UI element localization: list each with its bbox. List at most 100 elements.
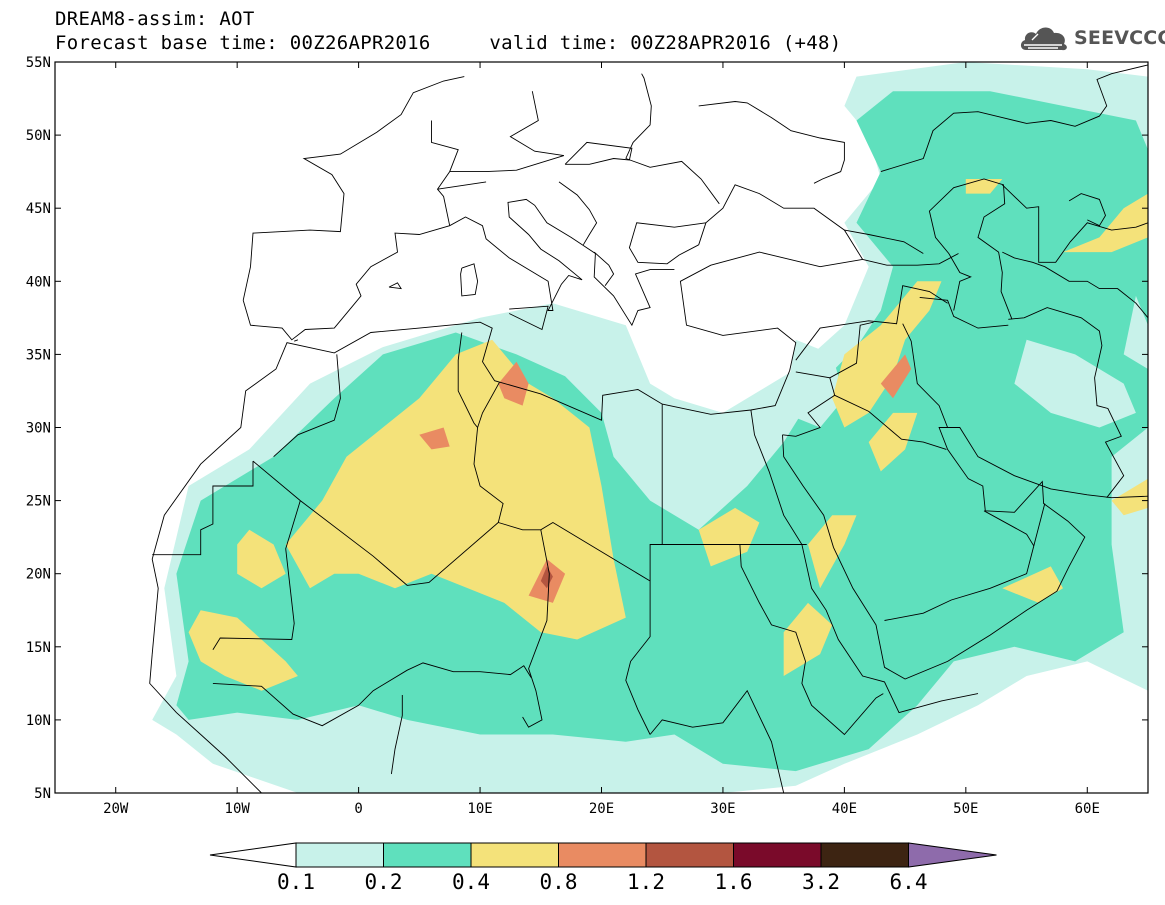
aot-field: [152, 62, 1148, 793]
logo-text: SEEVCCC: [1074, 27, 1165, 49]
border-line: [212, 500, 301, 650]
colorbar-swatch: [820, 842, 909, 868]
colorbar-swatch: [645, 842, 734, 868]
border-line: [649, 404, 663, 581]
colorbar-swatch: [733, 842, 822, 868]
border-line: [273, 354, 341, 458]
border-line: [844, 229, 924, 254]
border-line: [628, 222, 706, 265]
colorbar-swatch: [470, 842, 559, 868]
border-line: [750, 409, 979, 714]
border-line: [625, 158, 720, 205]
border-line: [625, 73, 652, 159]
border-line: [558, 181, 598, 246]
border-line: [431, 120, 459, 226]
aot-region-level-3: [1002, 566, 1063, 603]
aot-region-level-4: [880, 354, 912, 399]
aot-region-level-4: [498, 361, 529, 406]
colorbar-swatch: [295, 842, 384, 868]
border-line: [477, 381, 500, 428]
border-line: [1008, 307, 1125, 498]
border-line: [564, 141, 633, 165]
map-title: DREAM8-assim: AOT: [55, 8, 255, 30]
border-line: [880, 64, 1148, 173]
colorbar-level-label: 1.2: [627, 870, 665, 894]
colorbar-swatch: [383, 842, 472, 868]
border-line: [1002, 251, 1148, 319]
border-line: [152, 461, 254, 556]
border-line: [593, 251, 615, 286]
aot-region-level-3: [783, 602, 833, 676]
y-tick-label: 5N: [34, 786, 51, 802]
border-line: [388, 282, 402, 290]
colorbar-swatch: [558, 842, 647, 868]
border-line: [862, 253, 959, 266]
border-line: [390, 695, 403, 775]
border-line: [739, 544, 884, 736]
forecast-time-subtitle: Forecast base time: 00Z26APR2016 valid t…: [55, 32, 842, 54]
aot-region-level-1: [1123, 295, 1148, 369]
colorbar-low-arrow: [209, 842, 297, 868]
border-line: [649, 689, 785, 793]
colorbar-level-label: 1.6: [715, 870, 753, 894]
aot-region-level-3: [965, 179, 1003, 194]
border-line: [242, 76, 465, 301]
y-tick-label: 20N: [26, 567, 51, 583]
border-line: [884, 510, 1035, 621]
aot-region-level-3: [698, 507, 760, 567]
country-borders: [149, 64, 1148, 793]
border-line: [1033, 503, 1046, 547]
border-line: [928, 178, 1013, 320]
x-tick-label: 40E: [832, 801, 857, 817]
y-tick-label: 35N: [26, 347, 51, 363]
x-tick-label: 50E: [953, 801, 978, 817]
border-line: [902, 323, 949, 428]
border-line: [212, 662, 532, 727]
x-tick-label: 20E: [589, 801, 614, 817]
axis-ticks: 20W 10W 0 10E 20E 30E 40E 50E 60E 55N 50N 45N 40N 35N…: [26, 55, 1148, 817]
border-line: [509, 305, 549, 331]
border-line: [522, 529, 550, 728]
y-tick-label: 40N: [26, 274, 51, 290]
border-line: [829, 321, 874, 379]
aot-region-level-3: [832, 281, 942, 428]
x-tick-label: 10W: [225, 801, 251, 817]
cloud-icon: [1020, 27, 1067, 51]
colorbar: 0.1 0.2 0.4 0.8 1.2 1.6 3.2 6.4: [209, 842, 997, 894]
border-line: [149, 654, 298, 793]
y-tick-label: 25N: [26, 494, 51, 510]
y-tick-label: 55N: [26, 55, 51, 71]
colorbar-level-label: 0.8: [540, 870, 578, 894]
y-tick-label: 10N: [26, 713, 51, 729]
border-line: [782, 427, 1148, 680]
aot-region-level-1: [1014, 339, 1136, 428]
border-line: [151, 184, 864, 655]
aot-region-level-5: [540, 566, 553, 589]
border-line: [294, 339, 299, 342]
border-line: [460, 263, 479, 297]
x-tick-label: 0: [354, 801, 362, 817]
aot-region-level-3: [237, 529, 286, 589]
border-line: [1001, 184, 1148, 263]
border-line: [919, 296, 1009, 329]
border-line: [252, 332, 504, 586]
x-tick-label: 30E: [710, 801, 735, 817]
aot-region-level-3: [1063, 193, 1148, 253]
border-line: [242, 198, 675, 341]
colorbar-level-label: 0.4: [452, 870, 490, 894]
aot-region-level-3: [285, 339, 626, 640]
x-tick-label: 20W: [103, 801, 129, 817]
y-tick-label: 50N: [26, 128, 51, 144]
colorbar-high-arrow: [908, 842, 997, 868]
y-tick-label: 30N: [26, 421, 51, 437]
border-line: [795, 285, 948, 361]
x-tick-label: 60E: [1075, 801, 1100, 817]
border-line: [449, 91, 565, 173]
y-tick-label: 45N: [26, 201, 51, 217]
border-line: [437, 181, 487, 190]
aot-region-level-4: [419, 427, 450, 450]
colorbar-level-label: 6.4: [890, 870, 928, 894]
colorbar-level-label: 3.2: [802, 870, 840, 894]
x-tick-label: 10E: [467, 801, 492, 817]
